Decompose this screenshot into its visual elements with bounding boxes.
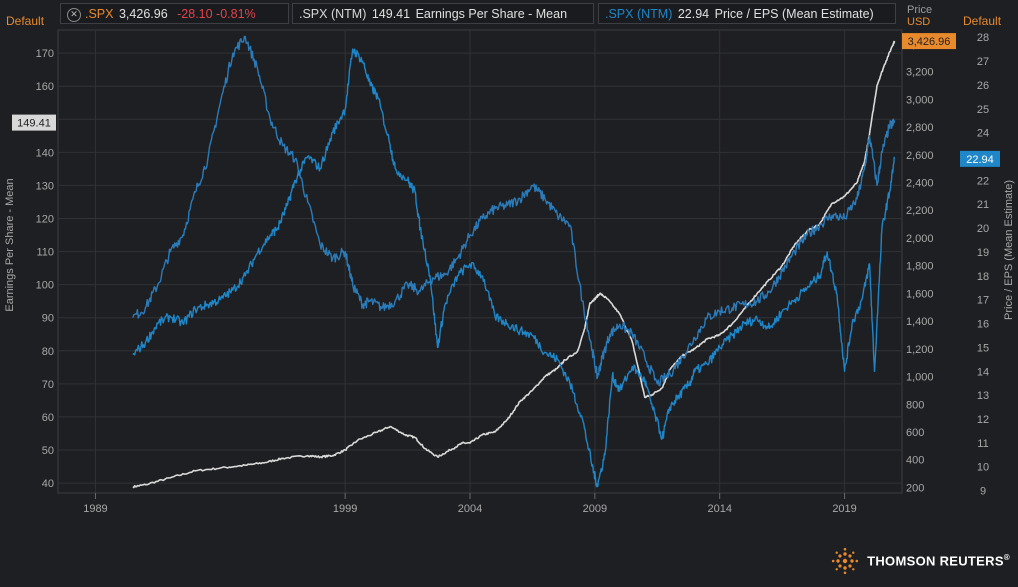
right-tick-label-21: 21	[977, 199, 989, 211]
price-tick-label-2,200: 2,200	[906, 205, 934, 217]
x-tick-label-1989: 1989	[83, 503, 107, 515]
price-axis-label: Price	[907, 4, 933, 16]
price-axis-currency: USD	[907, 16, 931, 28]
right-tick-label-26: 26	[977, 80, 989, 92]
price-axis: 200 400 600 800 1,000 1,200 1,400 1,600 1,800 2,0…	[906, 39, 934, 495]
right-tick-label-17: 17	[977, 295, 989, 307]
eps-last-value-tag	[12, 114, 56, 131]
legend-spx[interactable]: ✕ .SPX 3,426.96 -28.10 -0.81%	[60, 3, 289, 24]
left-tick-label-80: 80	[42, 346, 54, 358]
x-tick-label-2009: 2009	[583, 503, 607, 515]
chart-grid	[57, 29, 903, 494]
right-tick-label-19: 19	[977, 247, 989, 259]
left-tick-label-40: 40	[42, 478, 54, 490]
right-axis-default-label[interactable]: Default	[963, 14, 1002, 28]
left-tick-label-130: 130	[36, 180, 54, 192]
right-tick-label-22: 22	[977, 175, 989, 187]
pe-last-value-text: 22.94	[966, 154, 994, 166]
legend-spx-value: 3,426.96	[118, 7, 168, 21]
left-axis-default-label[interactable]: Default	[6, 14, 45, 28]
left-tick-label-70: 70	[42, 379, 54, 391]
right-tick-label-12: 12	[977, 414, 989, 426]
price-tick-label-2,600: 2,600	[906, 150, 934, 162]
right-tick-label-18: 18	[977, 271, 989, 283]
x-axis: 1989 1999 2004 2009 2014 2019	[83, 493, 857, 515]
price-tick-label-400: 400	[906, 455, 924, 467]
x-tick-label-2014: 2014	[707, 503, 731, 515]
price-axis-header: Price USD	[907, 4, 932, 28]
right-axis-title: Price / EPS (Mean Estimate)	[1003, 180, 1015, 320]
legend-pe-ticker: .SPX (NTM)	[605, 7, 673, 21]
price-tick-label-200: 200	[906, 482, 924, 494]
legend-spx-change: -28.10 -0.81%	[177, 7, 256, 21]
right-tick-label-24: 24	[977, 128, 989, 140]
right-tick-label-10: 10	[977, 462, 989, 474]
x-tick-label-2019: 2019	[832, 503, 856, 515]
left-tick-label-100: 100	[36, 280, 54, 292]
left-tick-label-90: 90	[42, 313, 54, 325]
legend-spx-ticker: .SPX	[85, 7, 114, 21]
right-tick-label-25: 25	[977, 104, 989, 116]
left-axis-title: Earnings Per Share - Mean	[4, 178, 16, 311]
x-tick-label-1999: 1999	[333, 503, 357, 515]
price-tick-label-2,800: 2,800	[906, 122, 934, 134]
left-tick-label-160: 160	[36, 81, 54, 93]
price-tick-label-2,000: 2,000	[906, 233, 934, 245]
price-tick-label-600: 600	[906, 427, 924, 439]
right-tick-label-20: 20	[977, 223, 989, 235]
right-tick-label-27: 27	[977, 56, 989, 68]
series-line-1	[132, 35, 896, 387]
left-tick-label-170: 170	[36, 48, 54, 60]
price-tick-label-3,000: 3,000	[906, 94, 934, 106]
legend-pe-value: 22.94	[677, 7, 710, 21]
price-tick-label-2,400: 2,400	[906, 177, 934, 189]
thomson-reuters-logo: THOMSON REUTERS®	[831, 547, 1010, 575]
pe-last-value-tag	[960, 150, 1000, 167]
eps-last-value-text: 149.41	[17, 118, 51, 130]
price-last-value-text: 3,426.96	[908, 36, 951, 48]
right-tick-label-13: 13	[977, 390, 989, 402]
right-tick-label-9: 9	[980, 486, 986, 498]
legend-eps[interactable]: .SPX (NTM) 149.41 Earnings Per Share - M…	[292, 3, 594, 24]
last-value-tags: 149.41 3,426.96 22.94	[12, 33, 1000, 167]
thomson-reuters-logo-icon	[832, 547, 859, 575]
legend-pe-description: Price / EPS (Mean Estimate)	[714, 7, 874, 21]
right-axis: 910111213141516171819202122232425262728	[977, 32, 989, 497]
price-last-value-tag	[902, 33, 956, 50]
price-tick-label-1,400: 1,400	[906, 316, 934, 328]
legend-pe[interactable]: .SPX (NTM) 22.94 Price / EPS (Mean Estim…	[598, 3, 896, 24]
price-tick-label-1,600: 1,600	[906, 288, 934, 300]
right-tick-label-11: 11	[977, 438, 988, 450]
series-layer	[132, 35, 896, 489]
left-tick-label-50: 50	[42, 445, 54, 457]
left-axis: 405060708090100110120130140150160170	[36, 48, 54, 490]
plot-frame	[57, 29, 903, 494]
right-tick-label-16: 16	[977, 319, 989, 331]
left-tick-label-120: 120	[36, 214, 54, 226]
series-line-2	[132, 48, 896, 488]
price-tick-label-1,000: 1,000	[906, 372, 934, 384]
price-tick-label-1,800: 1,800	[906, 261, 934, 273]
right-tick-label-15: 15	[977, 342, 989, 354]
right-tick-label-14: 14	[977, 366, 989, 378]
right-tick-label-28: 28	[977, 32, 989, 44]
left-tick-label-110: 110	[36, 247, 54, 259]
price-tick-label-800: 800	[906, 399, 924, 411]
series-line-0	[132, 40, 896, 489]
legend-eps-value: 149.41	[371, 7, 411, 21]
left-tick-label-140: 140	[36, 147, 54, 159]
legend-eps-ticker: .SPX (NTM)	[299, 7, 367, 21]
thomson-reuters-logo-text: THOMSON REUTERS®	[867, 553, 1010, 569]
price-tick-label-1,200: 1,200	[906, 344, 934, 356]
legend-eps-description: Earnings Per Share - Mean	[415, 7, 568, 21]
legend-close-icon[interactable]: ✕	[67, 7, 81, 22]
price-tick-label-3,200: 3,200	[906, 67, 934, 79]
left-tick-label-60: 60	[42, 412, 54, 424]
x-tick-label-2004: 2004	[458, 503, 482, 515]
